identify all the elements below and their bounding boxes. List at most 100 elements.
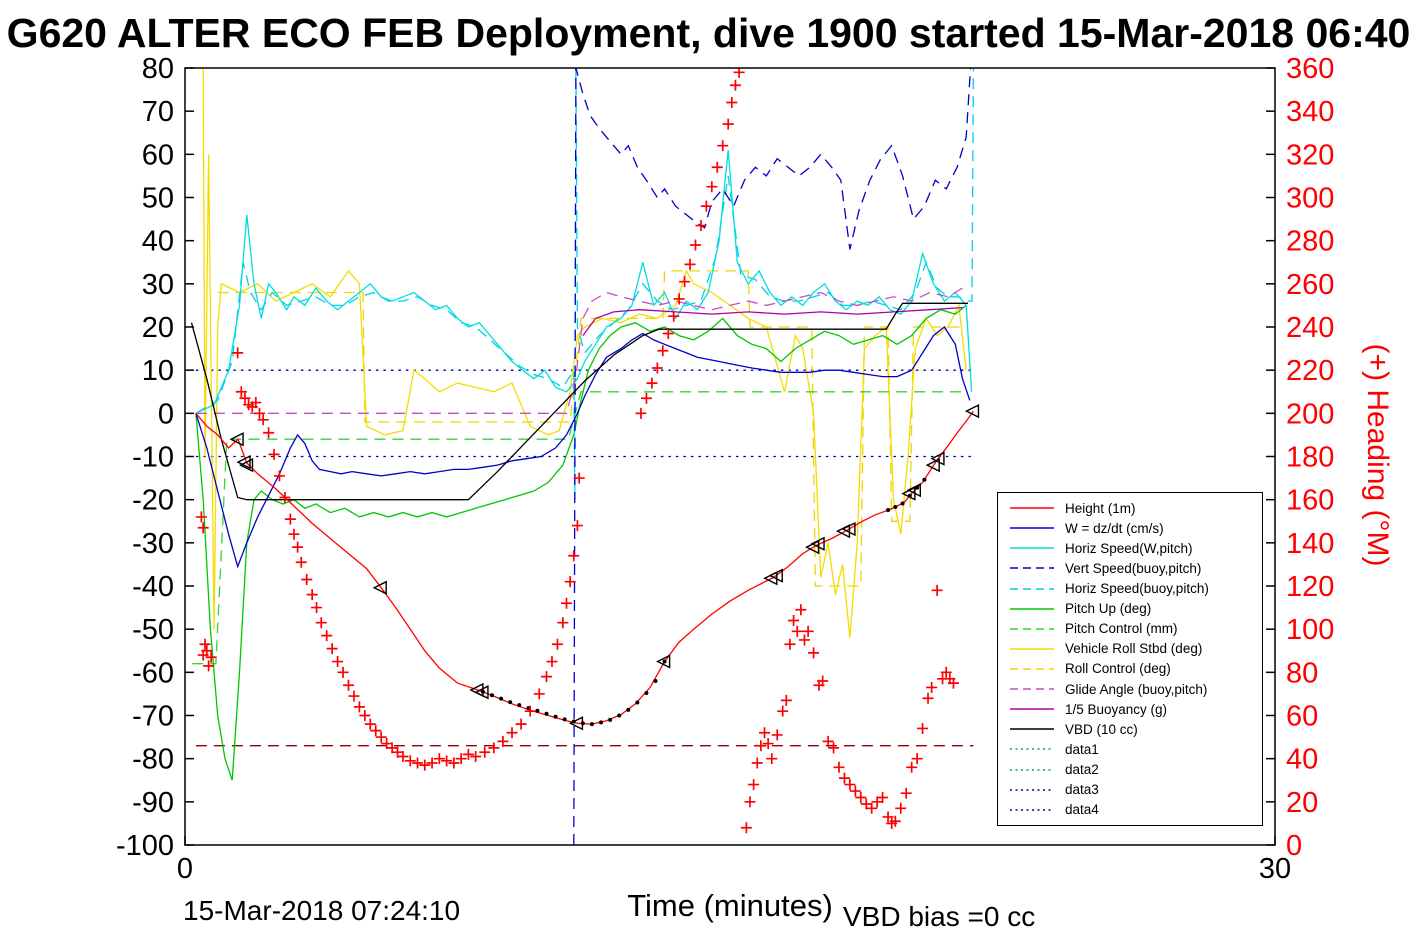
legend-line-sample: [1010, 607, 1054, 610]
legend-line-sample: [1010, 748, 1054, 751]
series-w-dzdt: [195, 326, 971, 569]
y-left-tick-label: 40: [142, 226, 174, 258]
y-right-tick-label: 60: [1286, 701, 1318, 733]
legend-line-sample: [1010, 527, 1054, 530]
y-left-tick-label: -10: [132, 442, 174, 474]
y-right-tick-label: 80: [1286, 657, 1318, 689]
legend-label: Glide Angle (buoy,pitch): [1065, 681, 1208, 697]
series-vehicle-roll: [197, 68, 967, 638]
legend-item: Horiz Speed(W,pitch): [1008, 539, 1262, 557]
legend-item: Roll Control (deg): [1008, 660, 1262, 678]
y-right-tick-label: 0: [1286, 830, 1302, 862]
x-tick-label: 0: [177, 853, 193, 885]
legend-item: Height (1m): [1008, 499, 1262, 517]
legend-label: Horiz Speed(buoy,pitch): [1065, 581, 1209, 597]
x-axis-label: Time (minutes): [627, 888, 833, 923]
series-pitch-up: [195, 304, 967, 781]
y-left-tick-label: -80: [132, 744, 174, 776]
legend-line-sample: [1010, 728, 1054, 731]
y-right-tick-label: 100: [1286, 614, 1334, 646]
legend-label: Height (1m): [1065, 500, 1136, 516]
legend-label: data1: [1065, 741, 1099, 757]
series-glide-angle: [195, 287, 963, 414]
y-left-tick-label: -90: [132, 787, 174, 819]
y-left-tick-label: -70: [132, 701, 174, 733]
x-tick-label: 30: [1259, 853, 1291, 885]
y-left-tick-label: 50: [142, 183, 174, 215]
y-right-tick-label: 240: [1286, 312, 1334, 344]
y-right-tick-label: 320: [1286, 139, 1334, 171]
y-right-tick-label: 360: [1286, 53, 1334, 85]
y-right-tick-label: 260: [1286, 269, 1334, 301]
y-right-tick-label: 220: [1286, 355, 1334, 387]
legend-item: Glide Angle (buoy,pitch): [1008, 680, 1262, 698]
legend-label: VBD (10 cc): [1065, 721, 1138, 737]
series-height-dots: [480, 477, 927, 727]
y-left-tick-label: 30: [142, 269, 174, 301]
y-left-tick-label: -20: [132, 485, 174, 517]
series-heading-markers: [195, 68, 959, 834]
legend-item: Pitch Up (deg): [1008, 600, 1262, 618]
legend-line-sample: [1010, 507, 1054, 509]
legend-item: data4: [1008, 801, 1262, 819]
legend-line-sample: [1010, 648, 1054, 650]
legend: Height (1m) W = dz/dt (cm/s) Horiz Speed(W…: [997, 492, 1263, 826]
legend-item: Pitch Control (mm): [1008, 620, 1262, 638]
y-left-tick-label: -60: [132, 657, 174, 689]
y-left-tick-label: 10: [142, 355, 174, 387]
legend-item: 1/5 Buoyancy (g): [1008, 700, 1262, 718]
legend-label: Vert Speed(buoy,pitch): [1065, 560, 1202, 576]
legend-line-sample: [1010, 708, 1054, 711]
legend-label: data3: [1065, 782, 1099, 798]
legend-line-sample: [1010, 768, 1054, 771]
y-left-tick-label: 0: [158, 398, 174, 430]
legend-item: Horiz Speed(buoy,pitch): [1008, 580, 1262, 598]
legend-item: data1: [1008, 740, 1262, 758]
series-buoyancy: [582, 306, 963, 336]
series-roll-control: [217, 270, 967, 587]
legend-line-sample: [1010, 668, 1054, 670]
legend-item: Vert Speed(buoy,pitch): [1008, 559, 1262, 577]
y-left-tick-label: -50: [132, 614, 174, 646]
legend-label: Roll Control (deg): [1065, 661, 1171, 677]
series-dive-markers: [229, 404, 980, 731]
y-right-tick-label: 120: [1286, 571, 1334, 603]
series-layer: [190, 68, 980, 845]
chart-title: G620 ALTER ECO FEB Deployment, dive 1900…: [6, 10, 1411, 56]
y-right-tick-label: 300: [1286, 183, 1334, 215]
y-right-tick-label: 180: [1286, 442, 1334, 474]
right-axis-label: (+) Heading (°M): [1361, 343, 1394, 567]
legend-line-sample: [1010, 567, 1054, 570]
legend-label: Vehicle Roll Stbd (deg): [1065, 641, 1203, 657]
series-vert-speed-buoy: [573, 68, 972, 845]
series-height: [195, 410, 974, 725]
legend-line-sample: [1010, 587, 1054, 590]
legend-line-sample: [1010, 688, 1054, 690]
series-pitch-control: [192, 391, 967, 665]
legend-item: VBD (10 cc): [1008, 720, 1262, 738]
y-right-tick-label: 280: [1286, 226, 1334, 258]
y-right-tick-label: 140: [1286, 528, 1334, 560]
y-right-tick-label: 160: [1286, 485, 1334, 517]
legend-line-sample: [1010, 808, 1054, 811]
y-right-tick-label: 200: [1286, 398, 1334, 430]
legend-item: data2: [1008, 761, 1262, 779]
vbd-bias-text: VBD bias =0 cc: [843, 901, 1036, 932]
dive-start-datetime: 15-Mar-2018 07:24:10: [183, 895, 461, 926]
y-left-tick-label: 80: [142, 53, 174, 85]
y-left-tick-label: -100: [116, 830, 174, 862]
y-left-tick-label: 70: [142, 96, 174, 128]
legend-label: data2: [1065, 762, 1099, 778]
series-horiz-speed-w: [195, 149, 973, 414]
legend-item: W = dz/dt (cm/s): [1008, 519, 1262, 537]
y-right-tick-label: 340: [1286, 96, 1334, 128]
legend-label: W = dz/dt (cm/s): [1065, 520, 1164, 536]
y-right-tick-label: 40: [1286, 744, 1318, 776]
y-left-tick-label: 60: [142, 139, 174, 171]
legend-label: Pitch Up (deg): [1065, 601, 1152, 617]
y-right-tick-label: 20: [1286, 787, 1318, 819]
legend-line-sample: [1010, 627, 1054, 630]
y-left-tick-label: 20: [142, 312, 174, 344]
